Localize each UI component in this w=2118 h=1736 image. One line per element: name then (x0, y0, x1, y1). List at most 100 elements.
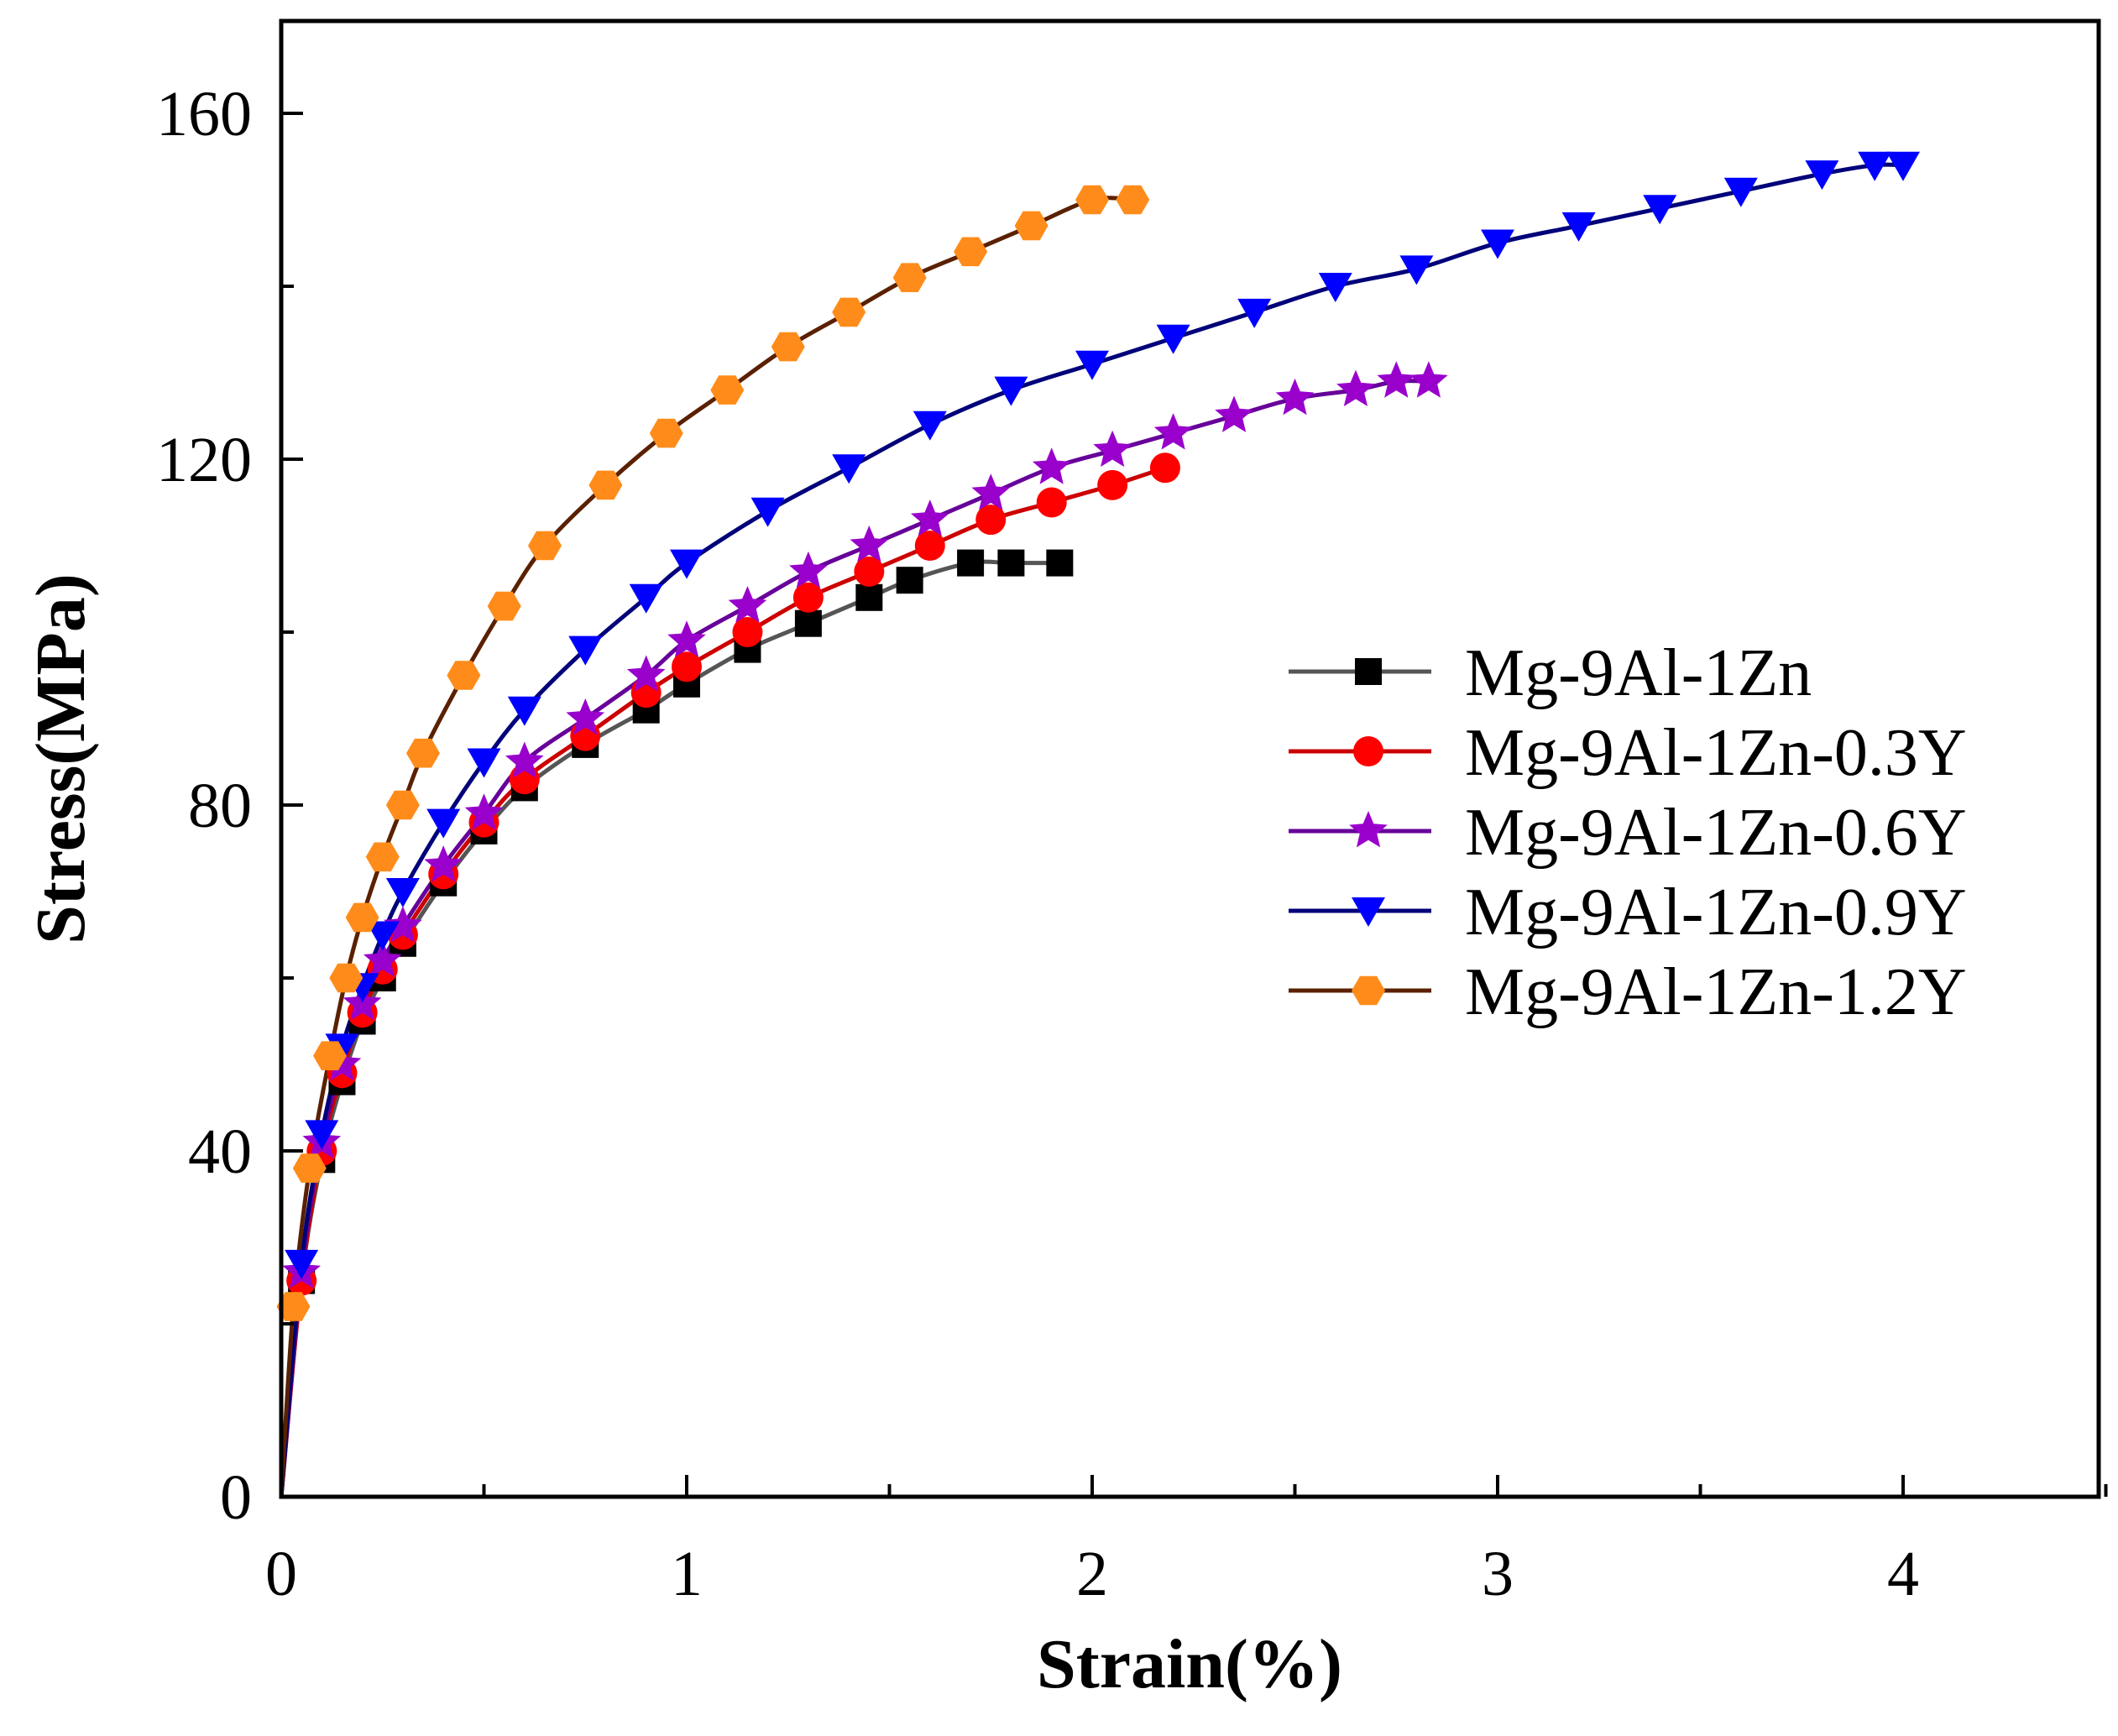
data-point (568, 635, 603, 666)
data-point (892, 263, 927, 292)
data-point (750, 497, 785, 527)
data-point (911, 499, 949, 536)
data-point (997, 549, 1025, 577)
data-point (1377, 361, 1416, 398)
legend-marker (1349, 811, 1388, 848)
y-tick-label: 160 (156, 79, 252, 149)
legend-label: Mg-9Al-1Zn-0.3Y (1465, 716, 1967, 790)
data-point (832, 454, 866, 484)
legend: Mg-9Al-1ZnMg-9Al-1Zn-0.3YMg-9Al-1Zn-0.6Y… (1289, 636, 1967, 1029)
data-point (994, 376, 1028, 406)
x-tick-label: 4 (1887, 1539, 1919, 1609)
data-point (971, 473, 1011, 510)
data-point (313, 1041, 347, 1070)
data-point (649, 418, 683, 448)
data-point (954, 237, 988, 267)
data-point (1805, 160, 1839, 191)
data-point (854, 556, 885, 587)
data-point (855, 583, 883, 611)
data-point (292, 1153, 327, 1183)
data-point (1075, 350, 1109, 380)
data-point (1886, 151, 1920, 181)
data-point (1153, 413, 1193, 450)
data-point (305, 1120, 339, 1150)
data-point (792, 582, 824, 613)
data-point (850, 526, 889, 562)
legend-label: Mg-9Al-1Zn-0.9Y (1465, 876, 1967, 949)
data-point (406, 738, 440, 768)
data-point (285, 1249, 319, 1279)
y-tick-label: 80 (188, 771, 252, 841)
data-point (1643, 195, 1677, 225)
legend-marker (1352, 897, 1385, 927)
y-tick-label: 120 (156, 425, 252, 495)
data-point (1858, 151, 1892, 181)
data-point (566, 698, 605, 735)
legend-marker (1355, 658, 1382, 685)
y-tick-label: 0 (220, 1462, 252, 1533)
y-axis-ticks: 0 40 80 120 160 (156, 79, 303, 1533)
x-tick-label: 1 (671, 1539, 703, 1609)
data-point (528, 531, 562, 561)
legend-label: Mg-9Al-1Zn-0.6Y (1465, 796, 1967, 870)
data-point (424, 845, 463, 882)
data-point (276, 1292, 311, 1321)
legend-label: Mg-9Al-1Zn (1465, 636, 1812, 710)
legend-label: Mg-9Al-1Zn-1.2Y (1465, 955, 1967, 1029)
data-point (447, 661, 481, 690)
data-point (1275, 378, 1315, 416)
data-point (1032, 447, 1071, 484)
data-point (1097, 469, 1128, 500)
data-point (426, 808, 461, 839)
data-point (672, 651, 702, 682)
data-point (896, 567, 923, 594)
data-point (710, 375, 745, 405)
data-point (1093, 430, 1132, 468)
data-point (1215, 395, 1253, 432)
data-point (732, 617, 763, 647)
data-point (1336, 369, 1375, 406)
data-point (975, 505, 1007, 536)
data-point (794, 609, 822, 637)
data-point (345, 902, 379, 933)
data-point (385, 790, 420, 820)
data-point (1409, 361, 1448, 398)
plot-frame (279, 18, 2101, 1499)
data-point (1149, 452, 1180, 484)
data-point (913, 410, 947, 441)
data-point (384, 906, 422, 943)
data-point (1237, 298, 1272, 328)
data-point (1561, 212, 1596, 242)
data-point (464, 793, 504, 830)
data-point (670, 549, 703, 579)
data-point (505, 741, 544, 778)
x-tick-label: 2 (1076, 1539, 1108, 1609)
data-point (1399, 255, 1434, 285)
data-point (957, 549, 985, 577)
data-point (1036, 487, 1067, 518)
data-point (588, 470, 623, 500)
data-point (487, 591, 521, 621)
data-point (1318, 273, 1352, 302)
data-point (667, 620, 706, 657)
data-point (467, 748, 501, 778)
y-axis-title: Stress(MPa) (22, 573, 100, 944)
data-point (914, 531, 945, 561)
series-markers (276, 151, 1920, 1321)
data-point (385, 878, 420, 907)
x-axis-title: Strain(%) (1037, 1625, 1342, 1703)
data-point (1046, 549, 1074, 577)
data-point (771, 332, 805, 362)
data-point (832, 297, 866, 327)
legend-marker (1353, 736, 1383, 766)
x-axis-ticks: 0 1 2 3 4 (265, 1475, 2108, 1609)
data-point (329, 963, 363, 993)
data-point (365, 921, 400, 951)
data-point (507, 696, 541, 726)
x-tick-label: 0 (265, 1539, 297, 1609)
legend-marker (1352, 975, 1385, 1006)
data-point (1481, 229, 1514, 259)
data-point (629, 583, 663, 614)
